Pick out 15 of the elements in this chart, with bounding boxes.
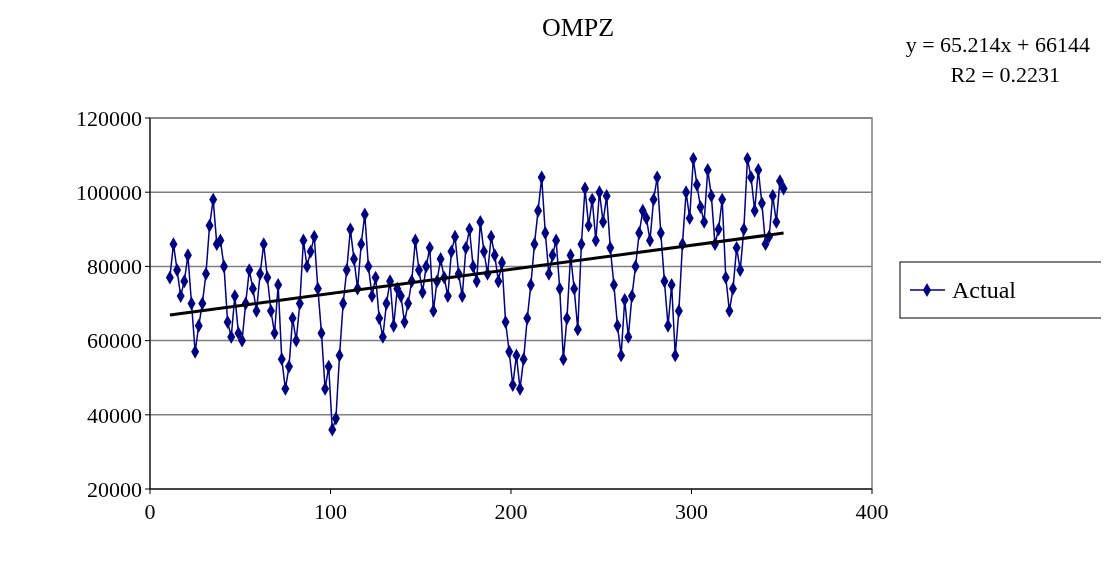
x-tick-label: 200 (494, 499, 528, 524)
y-tick-label: 40000 (87, 402, 142, 428)
legend-label: Actual (952, 277, 1017, 304)
text: y = 65.214x + 66144 (905, 32, 1090, 57)
x-tick-label: 400 (855, 499, 889, 524)
y-tick-label: 100000 (76, 179, 142, 205)
text: R2 = 0.2231 (950, 62, 1060, 87)
y-tick-label: 20000 (87, 476, 142, 502)
y-tick-label: 80000 (87, 254, 142, 280)
x-tick-label: 0 (144, 499, 156, 524)
y-tick-label: 60000 (87, 328, 142, 354)
chart-title: OMPZ (541, 13, 615, 42)
x-tick-label: 300 (675, 499, 708, 524)
x-tick-label: 100 (314, 499, 347, 524)
y-tick-label: 120000 (76, 105, 142, 131)
